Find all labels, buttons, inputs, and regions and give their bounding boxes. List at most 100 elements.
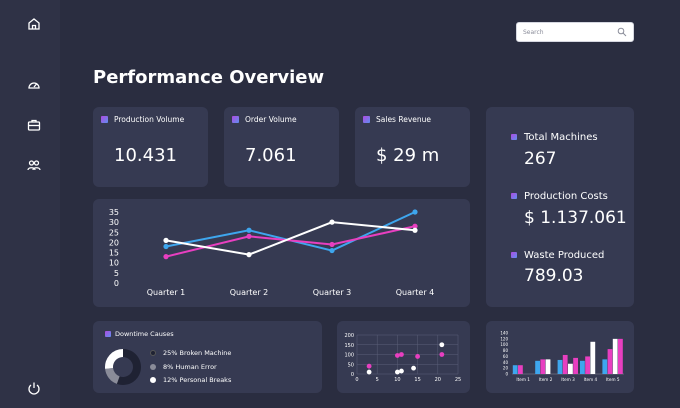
data-point — [329, 247, 335, 254]
bar — [602, 359, 608, 374]
bar — [590, 341, 596, 374]
bar — [607, 349, 613, 374]
y-tick-label: 30 — [109, 218, 119, 227]
data-point — [329, 241, 335, 248]
briefcase-icon[interactable] — [24, 115, 44, 135]
kpi-label: Order Volume — [245, 115, 297, 124]
data-point — [163, 237, 169, 243]
scatter-chart: 0 50 100 150 200 0 5 10 15 20 25 — [344, 333, 461, 383]
y-tick-label: 0 — [114, 279, 119, 288]
y-tick-label: 80 — [503, 348, 509, 353]
y-tick-label: 120 — [500, 336, 508, 341]
x-tick-label: 15 — [414, 377, 420, 383]
page-title: Performance Overview — [93, 67, 325, 88]
bar — [573, 357, 578, 374]
bar — [512, 365, 518, 374]
bar — [540, 359, 546, 374]
legend-dot — [150, 364, 156, 370]
kpi-value: 7.061 — [245, 145, 297, 166]
side-stats-card: Total Machines 267 Production Costs $ 1.… — [486, 107, 634, 307]
stat-swatch — [511, 134, 517, 140]
legend-item: 12% Personal Breaks — [163, 376, 232, 384]
bar — [580, 360, 585, 374]
kpi-swatch — [232, 116, 239, 123]
donut-slice — [116, 349, 142, 385]
search-icon[interactable] — [617, 27, 627, 37]
x-tick-label: Quarter 1 — [147, 288, 186, 297]
x-tick-label: Item 2 — [539, 377, 553, 382]
y-tick-label: 60 — [503, 354, 509, 359]
line-chart-card: 0 5 10 15 20 25 30 35 Quarter 1 Quarter 2 Quarter … — [93, 199, 470, 307]
scatter-chart-card: 0 50 100 150 200 0 5 10 15 20 25 — [337, 321, 470, 393]
search-box[interactable] — [516, 22, 634, 42]
x-tick-label: Item 5 — [606, 377, 620, 382]
legend-item: 25% Broken Machine — [163, 349, 232, 357]
x-tick-label: Quarter 3 — [313, 288, 352, 297]
x-tick-label: Quarter 4 — [396, 288, 435, 297]
data-point — [439, 352, 445, 357]
y-tick-label: 40 — [503, 360, 509, 365]
bar — [545, 359, 551, 374]
power-icon[interactable] — [24, 378, 44, 398]
y-tick-label: 20 — [109, 238, 119, 247]
data-point — [395, 353, 400, 358]
home-icon[interactable] — [24, 14, 44, 34]
x-tick-label: 5 — [376, 377, 379, 383]
y-tick-label: 5 — [114, 269, 119, 278]
downtime-title: Downtime Causes — [115, 330, 174, 338]
data-point — [246, 252, 252, 258]
data-point — [412, 209, 418, 215]
people-icon[interactable] — [24, 155, 44, 175]
data-point — [366, 369, 372, 375]
donut-slice — [105, 349, 123, 369]
data-point — [395, 369, 400, 375]
bar-chart-card: 0 20 40 60 80 100 120 140 Item 1 Item 2 Item 3 Item… — [486, 321, 634, 393]
x-tick-label: 0 — [355, 377, 358, 383]
y-tick-label: 20 — [503, 366, 509, 371]
search-input[interactable] — [523, 26, 611, 39]
x-tick-label: 25 — [455, 377, 461, 383]
x-tick-label: Item 1 — [516, 377, 530, 382]
downtime-swatch — [105, 331, 111, 337]
stat-value: 789.03 — [524, 266, 584, 286]
data-point — [246, 233, 252, 239]
data-point — [366, 363, 372, 369]
data-point — [412, 227, 418, 233]
kpi-card-order-volume: Order Volume 7.061 — [224, 107, 339, 187]
bar — [557, 359, 563, 374]
x-tick-label: 10 — [394, 377, 400, 383]
bar — [535, 360, 540, 374]
kpi-card-production-volume: Production Volume 10.431 — [93, 107, 208, 187]
gauge-icon[interactable] — [24, 75, 44, 95]
bar — [618, 338, 623, 374]
stat-label: Waste Produced — [524, 250, 605, 261]
y-tick-label: 0 — [351, 372, 354, 378]
stat-swatch — [511, 193, 517, 199]
data-point — [246, 227, 252, 233]
stat-value: 267 — [524, 149, 557, 169]
legend-item: 8% Human Error — [163, 363, 217, 371]
data-point — [163, 254, 169, 260]
y-tick-label: 100 — [500, 342, 508, 347]
y-tick-label: 140 — [500, 331, 508, 336]
y-tick-label: 200 — [344, 333, 354, 339]
bar — [562, 354, 568, 374]
bar — [518, 365, 523, 374]
stat-value: $ 1.137.061 — [524, 208, 627, 228]
kpi-swatch — [101, 116, 108, 123]
downtime-card: Downtime Causes 25% Broken Machine 8% Hu… — [93, 321, 322, 393]
legend-dot — [150, 350, 156, 356]
bar — [585, 356, 590, 374]
data-point — [329, 219, 335, 225]
y-tick-label: 150 — [344, 343, 354, 349]
bar — [568, 363, 573, 374]
data-point — [439, 342, 445, 348]
y-tick-label: 100 — [344, 353, 354, 359]
y-tick-label: 35 — [109, 208, 119, 217]
data-point — [412, 223, 418, 229]
kpi-card-sales-revenue: Sales Revenue $ 29 m — [355, 107, 470, 187]
series-line — [165, 221, 416, 256]
data-point — [163, 243, 169, 250]
